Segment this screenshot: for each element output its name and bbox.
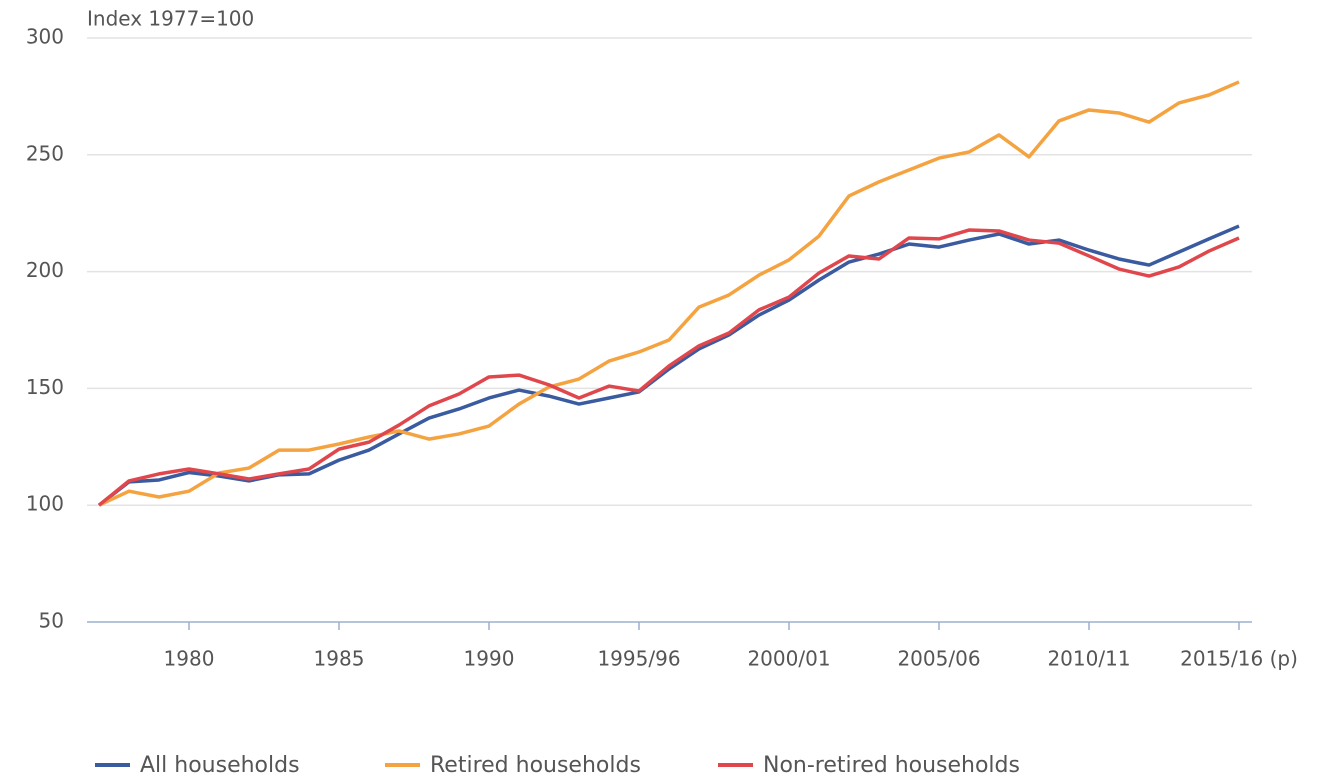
series-line [98, 80, 1240, 507]
y-axis-label: Index 1977=100 [87, 7, 254, 31]
y-tick-label: 50 [39, 609, 64, 633]
x-tick-label: 2005/06 [897, 647, 980, 671]
x-tick-label: 2000/01 [747, 647, 830, 671]
x-tick-label: 1980 [164, 647, 215, 671]
y-tick-label: 100 [26, 492, 64, 516]
x-tick-label: 1990 [464, 647, 515, 671]
y-tick-label: 300 [26, 25, 64, 49]
x-tick-label: 1995/96 [597, 647, 680, 671]
legend-label: Non-retired households [763, 753, 1020, 778]
x-tick-label: 2015/16 (p) [1180, 647, 1298, 671]
series-line [97, 228, 1240, 507]
legend-label: All households [140, 753, 300, 778]
y-tick-label: 200 [26, 258, 64, 282]
y-tick-label: 250 [26, 141, 64, 165]
legend-label: Retired households [430, 753, 641, 778]
x-tick-label: 2010/11 [1047, 647, 1130, 671]
x-tick-label: 1985 [314, 647, 365, 671]
y-tick-label: 150 [26, 375, 64, 399]
